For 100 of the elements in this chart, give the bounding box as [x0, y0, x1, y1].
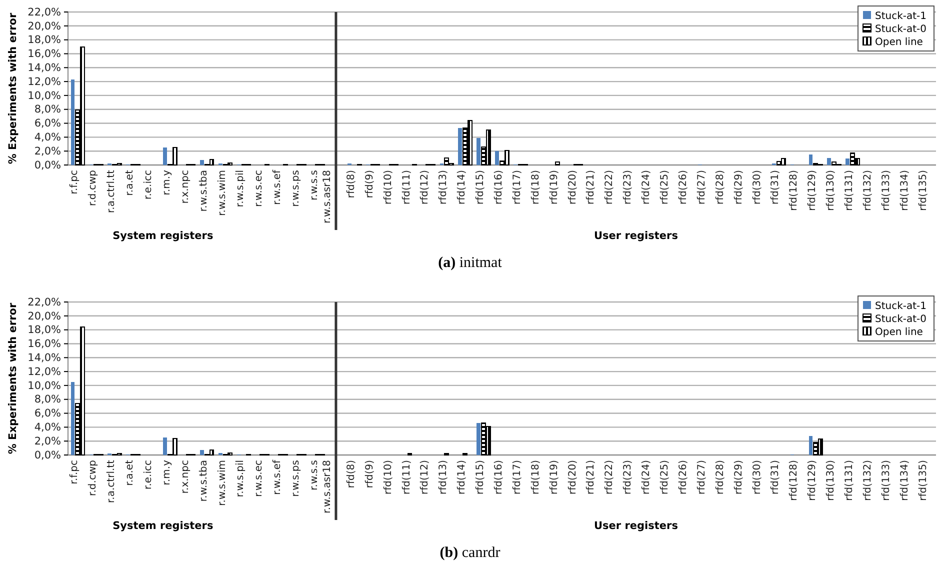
bar	[458, 128, 462, 165]
x-tick-label: r.w.s.asr18	[322, 460, 333, 514]
bar	[846, 158, 850, 165]
x-tick-label: r.f.pc	[69, 460, 80, 484]
x-tick-label: rfd(15)	[475, 460, 486, 495]
x-tick-label: rfd(9)	[364, 170, 376, 198]
y-tick-label: 6,0%	[34, 118, 62, 130]
x-tick-label: rfd(12)	[420, 460, 431, 495]
x-tick-label: r.m.y	[161, 460, 172, 486]
legend-label: Stuck-at-0	[875, 314, 927, 325]
x-tick-label: r.a.ctrl.tt	[106, 460, 118, 504]
x-tick-label: rfd(26)	[678, 170, 689, 205]
x-tick-label: rfd(25)	[660, 170, 671, 205]
x-tick-label: rfd(29)	[733, 460, 744, 495]
x-tick-label: r.m.y	[161, 170, 172, 196]
y-tick-label: 4,0%	[34, 132, 62, 144]
x-tick-label: r.w.s.s	[309, 170, 320, 200]
x-tick-label: r.w.s.ec	[254, 170, 265, 207]
x-axis-title: System registers	[112, 230, 214, 242]
y-tick-label: 22,0%	[28, 296, 62, 308]
y-tick-label: 12,0%	[28, 76, 62, 88]
x-tick-label: rfd(128)	[788, 460, 800, 501]
legend-label: Stuck-at-1	[875, 11, 927, 22]
x-tick-label: rfd(21)	[586, 170, 597, 205]
y-axis-title: % Experiments with error	[7, 302, 19, 454]
x-tick-label: r.w.s.ec	[254, 460, 265, 497]
x-tick-label: r.w.s.ef	[272, 460, 284, 495]
y-tick-label: 18,0%	[28, 34, 62, 46]
x-tick-label: rfd(28)	[714, 170, 726, 205]
x-tick-label: rfd(11)	[401, 170, 412, 205]
x-tick-label: r.w.s.tba	[198, 460, 210, 502]
x-tick-label: r.a.et	[124, 170, 136, 196]
x-tick-label: r.a.et	[124, 460, 136, 486]
y-tick-label: 10,0%	[28, 380, 62, 392]
x-tick-label: rfd(11)	[401, 460, 412, 495]
x-tick-label: rfd(14)	[456, 460, 468, 495]
x-tick-label: r.f.pc	[69, 170, 80, 194]
x-tick-label: rfd(15)	[475, 170, 486, 205]
x-tick-label: r.e.icc	[142, 170, 154, 200]
y-tick-label: 2,0%	[34, 435, 62, 448]
x-tick-label: rfd(19)	[548, 460, 560, 495]
y-axis-title: % Experiments with error	[7, 12, 19, 164]
y-tick-label: 16,0%	[28, 338, 62, 350]
y-tick-label: 4,0%	[34, 422, 62, 434]
x-tick-label: rfd(22)	[604, 460, 616, 495]
x-tick-label: rfd(16)	[494, 460, 504, 495]
x-tick-label: rfd(134)	[899, 460, 910, 501]
y-tick-label: 20,0%	[28, 310, 62, 322]
bar	[163, 438, 167, 455]
x-tick-label: rfd(135)	[918, 460, 929, 501]
x-tick-label: rfd(132)	[862, 170, 874, 211]
x-tick-label: rfd(25)	[660, 460, 671, 495]
x-tick-label: rfd(8)	[346, 460, 357, 488]
bar	[808, 436, 813, 455]
x-tick-label: rfd(23)	[622, 460, 634, 495]
y-tick-label: 10,0%	[28, 90, 62, 102]
y-tick-label: 12,0%	[28, 366, 62, 378]
x-tick-label: rfd(20)	[567, 170, 578, 205]
x-tick-label: r.w.s.pil	[235, 170, 246, 208]
x-tick-label: rfd(17)	[512, 170, 523, 205]
x-tick-label: rfd(132)	[862, 460, 874, 501]
x-tick-label: rfd(129)	[807, 460, 818, 501]
x-tick-label: rfd(18)	[530, 170, 542, 205]
text: User registers	[594, 520, 678, 532]
x-tick-label: r.e.icc	[142, 460, 154, 490]
x-tick-label: rfd(135)	[918, 170, 929, 211]
x-tick-label: r.x.npc	[180, 460, 191, 494]
x-tick-label: rfd(26)	[678, 460, 689, 495]
x-tick-label: rfd(14)	[456, 170, 468, 205]
x-tick-label: rfd(134)	[899, 170, 910, 211]
x-tick-label: rfd(10)	[382, 460, 394, 495]
x-tick-label: r.w.s.asr18	[322, 170, 333, 224]
x-tick-label: rfd(130)	[826, 170, 837, 211]
x-tick-label: r.d.cwp	[88, 170, 99, 206]
x-tick-label: rfd(12)	[420, 170, 431, 205]
legend-label: Stuck-at-1	[875, 301, 927, 312]
x-tick-label: rfd(29)	[733, 170, 744, 205]
bar	[827, 158, 832, 165]
x-tick-label: r.w.s.wim	[216, 170, 228, 216]
x-tick-label: rfd(27)	[696, 460, 708, 495]
x-tick-label: rfd(131)	[844, 460, 856, 501]
x-tick-label: rfd(20)	[567, 460, 578, 495]
y-tick-label: 16,0%	[28, 48, 62, 60]
y-tick-label: 8,0%	[34, 104, 62, 116]
x-tick-label: r.x.npc	[180, 170, 191, 204]
x-tick-label: r.w.s.s	[309, 460, 320, 490]
y-tick-label: 6,0%	[34, 408, 62, 420]
y-tick-label: 0,0%	[34, 449, 62, 462]
legend-label: Open line	[875, 37, 923, 48]
x-tick-label: r.w.s.wim	[216, 460, 228, 506]
x-axis-title: System registers	[112, 520, 214, 532]
x-tick-label: rfd(131)	[844, 170, 856, 211]
x-tick-label: rfd(13)	[438, 460, 450, 495]
x-tick-label: rfd(24)	[641, 170, 652, 205]
bar	[163, 148, 167, 165]
x-tick-label: r.w.s.ps	[290, 170, 302, 207]
x-tick-label: rfd(13)	[438, 170, 450, 205]
x-tick-label: rfd(19)	[548, 170, 560, 205]
x-tick-label: rfd(18)	[530, 460, 542, 495]
bar	[808, 154, 813, 165]
